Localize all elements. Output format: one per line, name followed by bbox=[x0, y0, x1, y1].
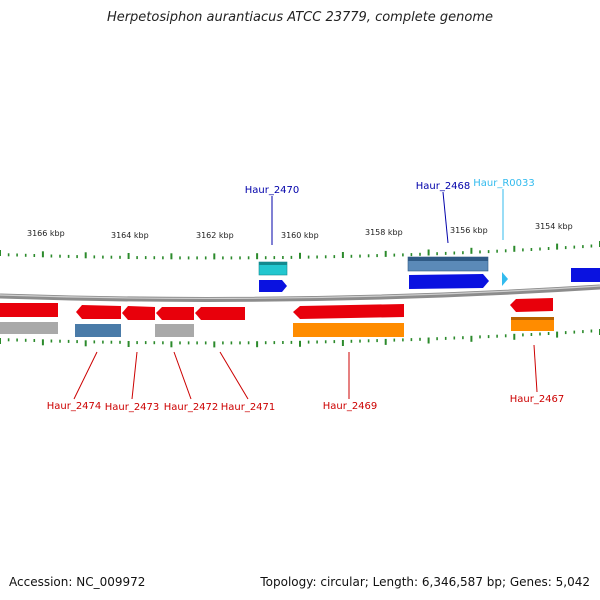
label-leaders bbox=[73, 189, 538, 400]
gene-label-bottom[interactable]: Haur_2471 bbox=[221, 402, 276, 413]
gene-block-gray[interactable] bbox=[155, 324, 194, 337]
gene-block-orange-shade bbox=[511, 317, 554, 320]
scale-label: 3162 kbp bbox=[196, 231, 234, 240]
genome-backbone bbox=[0, 284, 600, 302]
gene-block-orange[interactable] bbox=[293, 323, 404, 337]
accession-text: Accession: NC_009972 bbox=[9, 575, 146, 589]
scale-label: 3164 kbp bbox=[111, 231, 149, 240]
gene-label-top[interactable]: Haur_2470 bbox=[245, 185, 300, 196]
scale-label: 3154 kbp bbox=[535, 222, 573, 231]
gene-arrow-blue[interactable] bbox=[409, 274, 489, 289]
gene-label-bottom[interactable]: Haur_2473 bbox=[105, 402, 160, 413]
forward-strand-genes bbox=[258, 256, 600, 292]
gene-label-top[interactable]: Haur_2468 bbox=[416, 181, 471, 192]
gene-label-top[interactable]: Haur_R0033 bbox=[473, 178, 535, 189]
rna-arrow-cyan[interactable] bbox=[502, 272, 508, 286]
gene-block-orange[interactable] bbox=[511, 317, 554, 331]
map-title: Herpetosiphon aurantiacus ATCC 23779, co… bbox=[106, 10, 494, 25]
scale-label: 3166 kbp bbox=[27, 229, 65, 238]
tick-row-bottom bbox=[0, 329, 600, 348]
gene-label-bottom[interactable]: Haur_2467 bbox=[510, 394, 565, 405]
leader-line bbox=[73, 351, 98, 400]
gene-arrow-blue[interactable] bbox=[259, 280, 287, 292]
gene-arrow-red[interactable] bbox=[122, 306, 155, 320]
scale-labels: 3166 kbp 3164 kbp 3162 kbp 3160 kbp 3158… bbox=[27, 222, 573, 240]
gene-arrow-red[interactable] bbox=[510, 298, 553, 312]
tick-row-top bbox=[0, 241, 600, 260]
genome-summary-text: Topology: circular; Length: 6,346,587 bp… bbox=[260, 575, 590, 589]
gene-block-red[interactable] bbox=[0, 303, 58, 317]
gene-block-steelblue[interactable] bbox=[75, 324, 121, 337]
gene-arrow-red[interactable] bbox=[76, 305, 121, 319]
leader-line bbox=[219, 351, 249, 400]
leader-line bbox=[533, 344, 538, 393]
gene-labels: Haur_2470 Haur_2468 Haur_R0033 Haur_2474… bbox=[47, 178, 565, 413]
gene-block-blue[interactable] bbox=[571, 268, 600, 282]
gene-arrow-red[interactable] bbox=[195, 307, 245, 320]
leader-line bbox=[173, 351, 192, 400]
gene-label-bottom[interactable]: Haur_2472 bbox=[164, 402, 219, 413]
leader-line bbox=[442, 191, 449, 244]
gene-label-bottom[interactable]: Haur_2469 bbox=[323, 401, 378, 412]
scale-label: 3156 kbp bbox=[450, 226, 488, 235]
gene-label-bottom[interactable]: Haur_2474 bbox=[47, 401, 102, 412]
reverse-strand-genes bbox=[0, 298, 554, 337]
scale-label: 3160 kbp bbox=[281, 231, 319, 240]
gene-block-cyan-shade bbox=[259, 262, 287, 265]
gene-block-gray[interactable] bbox=[0, 322, 58, 334]
leader-line bbox=[131, 351, 138, 400]
gene-arrow-red[interactable] bbox=[293, 304, 404, 319]
genome-backbone-highlight bbox=[0, 285, 600, 300]
scale-label: 3158 kbp bbox=[365, 228, 403, 237]
gene-block-steelblue-shade bbox=[408, 257, 488, 261]
gene-arrow-red[interactable] bbox=[156, 307, 194, 320]
